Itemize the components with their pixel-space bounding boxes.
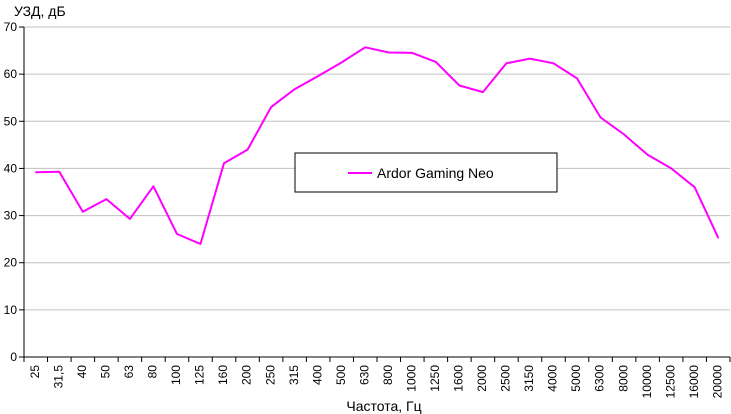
- legend: Ardor Gaming Neo: [294, 152, 558, 193]
- data-point-1000: [411, 52, 414, 54]
- x-tick-label-63: 63: [122, 365, 136, 379]
- x-tick-label-12500: 12500: [663, 365, 677, 399]
- data-point-125: [199, 243, 202, 245]
- y-tick-label-20: 20: [4, 256, 18, 270]
- data-point-2500: [505, 62, 508, 65]
- data-point-500: [340, 61, 343, 64]
- y-tick-label-50: 50: [4, 114, 18, 128]
- data-point-160: [223, 162, 225, 165]
- data-point-63: [129, 218, 131, 220]
- y-tick-label-30: 30: [4, 209, 18, 223]
- data-point-1250: [435, 61, 437, 63]
- x-tick-label-500: 500: [334, 365, 348, 385]
- x-tick-label-1600: 1600: [452, 365, 466, 392]
- data-point-630: [364, 46, 367, 49]
- x-tick-label-3150: 3150: [522, 365, 536, 392]
- x-tick-label-10000: 10000: [640, 365, 654, 399]
- x-tick-label-8000: 8000: [616, 365, 630, 392]
- x-tick-label-2000: 2000: [475, 365, 489, 392]
- data-point-200: [246, 148, 249, 151]
- y-tick-label-70: 70: [4, 20, 18, 34]
- data-point-25: [34, 171, 37, 173]
- x-tick-label-100: 100: [169, 365, 183, 385]
- x-tick-label-250: 250: [263, 365, 277, 385]
- x-tick-label-2500: 2500: [499, 365, 513, 392]
- data-point-315: [293, 88, 296, 91]
- data-point-250: [270, 106, 272, 108]
- legend-label-ardor-gaming-neo: Ardor Gaming Neo: [377, 165, 494, 181]
- data-point-50: [105, 198, 108, 200]
- x-axis-title: Частота, Гц: [346, 398, 421, 414]
- grid-lines: [24, 26, 730, 311]
- axes: [19, 26, 731, 362]
- data-point-6300: [599, 116, 602, 119]
- x-tick-label-160: 160: [216, 365, 230, 385]
- x-tick-label-50: 50: [99, 365, 113, 379]
- x-tick-label-6300: 6300: [593, 365, 607, 392]
- data-point-10000: [646, 153, 649, 156]
- x-tick-label-80: 80: [146, 365, 160, 379]
- x-tick-label-20000: 20000: [710, 365, 724, 399]
- x-tick-label-4000: 4000: [546, 365, 560, 392]
- x-tick-labels: 25 31,5 40 50 63 80 100 125 160 200 250 315 400 500 63…: [28, 365, 724, 399]
- y-tick-label-10: 10: [4, 303, 18, 317]
- series-lines: [34, 46, 720, 245]
- x-tick-label-25: 25: [28, 365, 42, 379]
- data-point-3150: [529, 57, 531, 60]
- data-point-80: [152, 185, 155, 188]
- y-tick-label-40: 40: [4, 161, 18, 175]
- y-tick-label-0: 0: [10, 350, 17, 364]
- x-tick-label-16000: 16000: [687, 365, 701, 399]
- data-point-20000: [717, 236, 720, 239]
- data-point-4000: [552, 62, 555, 65]
- data-point-100: [176, 233, 178, 235]
- x-tick-label-400: 400: [310, 365, 324, 385]
- x-tick-label-315: 315: [287, 365, 301, 385]
- y-tick-labels: 0 10 20 30 40 50 60 70: [4, 20, 18, 364]
- series-line-ardor-gaming-neo: [35, 46, 720, 245]
- x-tick-label-800: 800: [381, 365, 395, 385]
- data-point-800: [387, 51, 390, 54]
- x-tick-label-630: 630: [357, 365, 371, 385]
- y-tick-label-60: 60: [4, 67, 18, 81]
- data-point-12500: [670, 167, 672, 170]
- x-tick-label-1250: 1250: [428, 365, 442, 392]
- data-point-5000: [576, 77, 578, 80]
- x-tick-label-40: 40: [75, 365, 89, 379]
- y-axis-title: УЗД, дБ: [14, 3, 66, 19]
- x-tick-label-200: 200: [240, 365, 254, 385]
- data-point-16000: [693, 186, 696, 189]
- data-point-31-5: [58, 170, 61, 173]
- x-tick-label-125: 125: [193, 365, 207, 385]
- legend-box: [294, 152, 558, 193]
- data-point-400: [317, 75, 319, 77]
- x-tick-label-1000: 1000: [404, 365, 418, 392]
- x-tick-label-5000: 5000: [569, 365, 583, 392]
- data-point-8000: [623, 133, 625, 136]
- data-point-1600: [458, 84, 461, 87]
- data-point-2000: [482, 91, 484, 93]
- data-point-40: [82, 211, 84, 213]
- x-tick-label-31-5: 31,5: [51, 365, 65, 389]
